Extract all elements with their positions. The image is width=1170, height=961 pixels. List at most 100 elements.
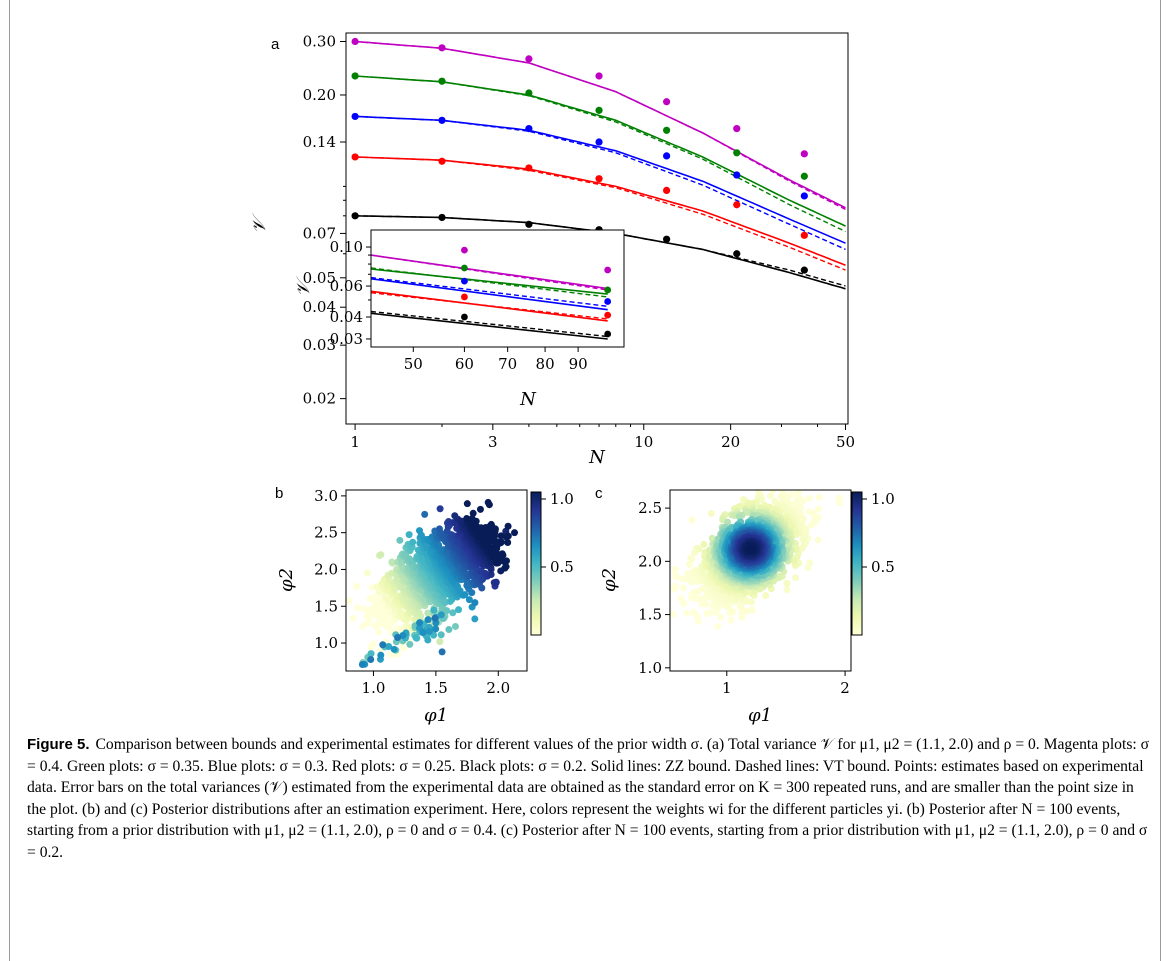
particle [491,532,499,540]
particle [406,640,414,648]
panel-b-letter: b [275,485,283,502]
page-frame-right [1160,0,1161,961]
x-tick-label: 20 [721,433,740,451]
y-tick-label: 1.0 [314,634,338,652]
figure-caption: Figure 5. Comparison between bounds and e… [27,734,1152,864]
particle [679,584,687,592]
y-tick-label: 0.14 [303,133,336,151]
inset-point-green-0 [461,264,468,272]
inset-y-tick-label: 0.03 [330,330,363,348]
particle [469,509,477,517]
particle [487,537,495,545]
particle [360,672,367,679]
inset-x-tick-label: 70 [498,355,517,373]
particle [815,493,823,501]
x-tick-label: 10 [634,433,653,451]
particle [382,621,390,629]
particle [387,651,395,659]
particle [377,651,385,659]
particle [385,642,393,650]
particle [492,545,500,553]
panel-b-ticks: 1.0 1.5 2.0 1.0 1.5 2.0 2.5 3.0 [314,487,510,697]
inset-point-black-1 [604,330,612,338]
particle [438,648,446,656]
data-point-magenta-2 [525,55,533,63]
particle [783,586,791,594]
particle [424,636,432,644]
particle [727,616,735,624]
particle [804,564,812,572]
particle [502,563,510,571]
inset-point-magenta-1 [604,266,612,274]
particle [689,608,697,616]
panel-c-letter: c [595,485,603,502]
particle [476,505,484,513]
particle [748,606,756,614]
particle [784,474,791,481]
particle [683,609,691,617]
data-point-red-1 [438,157,446,165]
panel-c-ticks: 1 2 1.0 1.5 2.0 2.5 [638,499,850,697]
vt-bound-line-blue [355,115,846,251]
particle [792,574,800,582]
particle [383,616,391,624]
particle [437,611,445,619]
data-point-blue-1 [438,116,446,124]
inset-plot-area [371,246,612,340]
particle [353,604,361,612]
particle [671,582,679,590]
y-tick-label: 1.0 [638,659,662,677]
data-point-black-1 [438,213,446,222]
particle [677,595,685,603]
particle [416,527,424,535]
particle [371,611,379,619]
data-point-black-6 [800,266,808,274]
particle [783,579,791,587]
particle [396,536,404,544]
data-point-red-0 [351,153,359,161]
particle [747,545,755,553]
data-point-red-3 [595,175,603,183]
particle [708,534,716,542]
inset-point-blue-0 [461,277,468,285]
inset-y-tick-label: 0.10 [330,238,363,256]
particle [463,500,471,508]
particle [409,538,417,546]
panel-c-scatter [670,436,843,631]
particle [702,600,710,608]
particle [419,629,427,637]
particle [455,606,463,614]
inset-point-black-0 [461,313,468,321]
particle [814,536,822,544]
y-tick-label: 0.02 [303,390,336,408]
data-point-green-5 [733,149,741,157]
inset-zz-line-black [371,312,608,340]
particle [451,622,459,630]
particle [471,615,479,623]
particle [794,436,801,443]
particle [432,625,440,633]
particle [443,607,451,615]
y-tick-label: 1.5 [638,606,662,624]
particle [671,565,679,573]
particle [673,573,681,581]
inset-point-magenta-0 [461,246,468,254]
particle [693,595,701,603]
data-point-magenta-3 [595,72,603,80]
particle [497,532,505,540]
particle [484,498,492,506]
inset-xlabel: N [519,389,537,410]
particle [680,600,688,608]
data-point-magenta-1 [438,44,446,52]
particle [346,597,353,605]
particle [475,529,483,537]
panel-b-xlabel: φ1 [424,705,448,726]
data-point-green-2 [525,89,533,97]
particle [793,481,800,488]
particle [374,628,382,636]
zz-bound-line-green [355,75,846,227]
particle [375,619,383,627]
particle [461,591,469,599]
y-tick-label: 3.0 [314,487,338,505]
particle [445,626,453,634]
